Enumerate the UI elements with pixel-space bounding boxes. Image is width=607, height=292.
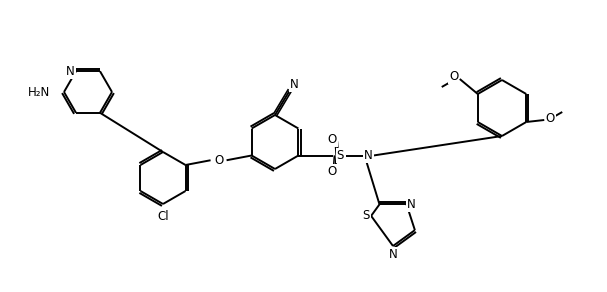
Text: N: N <box>364 149 373 162</box>
Text: O: O <box>449 70 458 84</box>
Text: S: S <box>362 209 370 223</box>
Text: N: N <box>66 65 75 78</box>
Text: H₂N: H₂N <box>28 86 50 98</box>
Text: O: O <box>328 165 337 178</box>
Text: S: S <box>337 149 344 162</box>
Text: O: O <box>546 112 555 124</box>
Text: N: N <box>388 248 398 260</box>
Text: N: N <box>407 198 416 211</box>
Text: N: N <box>290 79 299 91</box>
Text: O: O <box>328 133 337 146</box>
Text: O: O <box>214 154 223 167</box>
Text: Cl: Cl <box>157 209 169 223</box>
